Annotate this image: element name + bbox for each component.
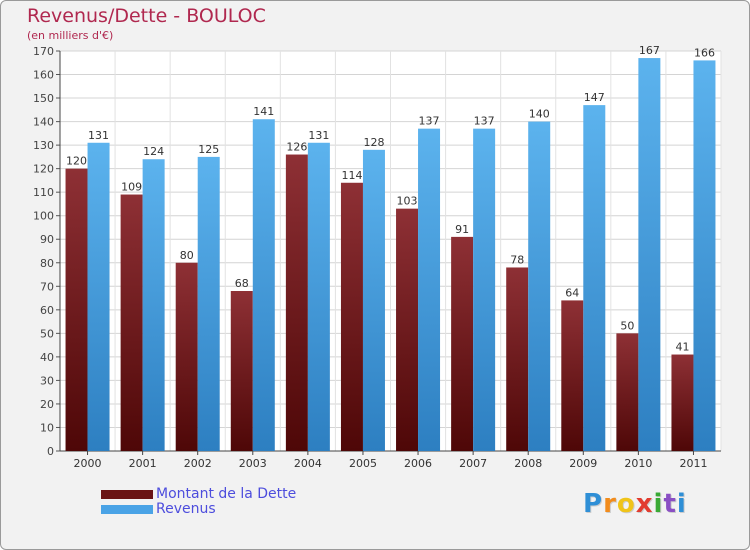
y-tick-label: 30 <box>40 374 54 387</box>
bar-debt <box>65 168 88 451</box>
x-tick-label: 2008 <box>514 457 542 470</box>
bar-debt <box>396 208 419 451</box>
data-label: 91 <box>455 223 469 236</box>
data-label: 125 <box>198 143 219 156</box>
bar-revenue <box>87 142 110 451</box>
bar-debt <box>616 333 639 451</box>
x-tick-label: 2006 <box>404 457 432 470</box>
chart-subtitle: (en milliers d'€) <box>27 29 114 42</box>
bar-revenue <box>142 159 165 451</box>
legend-label-debt: Montant de la Dette <box>156 486 297 502</box>
logo-letter: i <box>653 489 664 519</box>
bar-revenue <box>638 58 661 451</box>
legend-swatch-revenue <box>101 505 153 514</box>
x-tick-label: 2004 <box>294 457 322 470</box>
bar-revenue <box>197 156 220 451</box>
data-label: 124 <box>143 145 164 158</box>
data-label: 68 <box>235 277 249 290</box>
data-label: 80 <box>180 249 194 262</box>
y-tick-label: 40 <box>40 351 54 364</box>
data-label: 137 <box>419 115 440 128</box>
bar-debt <box>451 236 474 451</box>
bar-revenue <box>252 119 275 451</box>
y-tick-label: 120 <box>33 163 54 176</box>
data-label: 103 <box>397 195 418 208</box>
x-tick-label: 2000 <box>74 457 102 470</box>
bar-debt <box>175 262 198 451</box>
bar-debt <box>561 300 584 451</box>
y-tick-label: 90 <box>40 233 54 246</box>
bar-debt <box>506 267 529 451</box>
y-tick-label: 170 <box>33 45 54 58</box>
bar-revenue <box>307 142 330 451</box>
bar-debt <box>340 182 363 451</box>
bar-revenue <box>473 128 496 451</box>
data-label: 41 <box>675 341 689 354</box>
data-label: 131 <box>308 129 329 142</box>
y-tick-label: 70 <box>40 280 54 293</box>
bar-debt <box>285 154 308 451</box>
data-label: 126 <box>286 141 307 154</box>
y-tick-label: 0 <box>47 445 54 458</box>
bar-debt <box>230 291 253 451</box>
data-label: 78 <box>510 253 524 266</box>
y-tick-label: 50 <box>40 327 54 340</box>
bar-revenue <box>362 149 385 451</box>
y-tick-label: 100 <box>33 210 54 223</box>
data-label: 137 <box>474 115 495 128</box>
y-tick-label: 150 <box>33 92 54 105</box>
bar-debt <box>120 194 143 451</box>
bar-revenue <box>528 121 551 452</box>
chart-title: Revenus/Dette - BOULOC <box>27 5 266 27</box>
bar-revenue <box>583 105 606 451</box>
y-tick-label: 80 <box>40 257 54 270</box>
x-tick-label: 2007 <box>459 457 487 470</box>
y-tick-label: 130 <box>33 139 54 152</box>
x-tick-label: 2002 <box>184 457 212 470</box>
legend-swatch-debt <box>101 490 153 499</box>
y-tick-label: 60 <box>40 304 54 317</box>
logo-letter: i <box>676 489 687 519</box>
logo-letter: t <box>663 489 677 519</box>
x-tick-label: 2011 <box>679 457 707 470</box>
bar-revenue <box>693 60 716 451</box>
bar-revenue <box>418 128 441 451</box>
y-tick-label: 140 <box>33 116 54 129</box>
logo-letter: P <box>583 489 604 519</box>
data-label: 140 <box>529 108 550 121</box>
x-tick-label: 2003 <box>239 457 267 470</box>
data-label: 114 <box>341 169 362 182</box>
y-tick-label: 160 <box>33 69 54 82</box>
x-tick-label: 2005 <box>349 457 377 470</box>
data-label: 166 <box>694 46 715 59</box>
proxiti-logo: Proxiti <box>583 489 687 519</box>
data-label: 50 <box>620 319 634 332</box>
x-tick-label: 2010 <box>624 457 652 470</box>
logo-letter: o <box>616 489 636 519</box>
data-label: 120 <box>66 155 87 168</box>
data-label: 167 <box>639 44 660 57</box>
x-tick-label: 2001 <box>129 457 157 470</box>
y-tick-label: 20 <box>40 398 54 411</box>
logo-letter: r <box>603 489 617 519</box>
data-label: 141 <box>253 105 274 118</box>
data-label: 147 <box>584 91 605 104</box>
data-label: 109 <box>121 181 142 194</box>
data-label: 131 <box>88 129 109 142</box>
y-tick-label: 110 <box>33 186 54 199</box>
legend-label-revenue: Revenus <box>156 501 216 517</box>
bar-debt <box>671 354 694 451</box>
y-tick-label: 10 <box>40 421 54 434</box>
x-tick-label: 2009 <box>569 457 597 470</box>
logo-letter: x <box>635 489 654 519</box>
data-label: 64 <box>565 286 579 299</box>
data-label: 128 <box>363 136 384 149</box>
